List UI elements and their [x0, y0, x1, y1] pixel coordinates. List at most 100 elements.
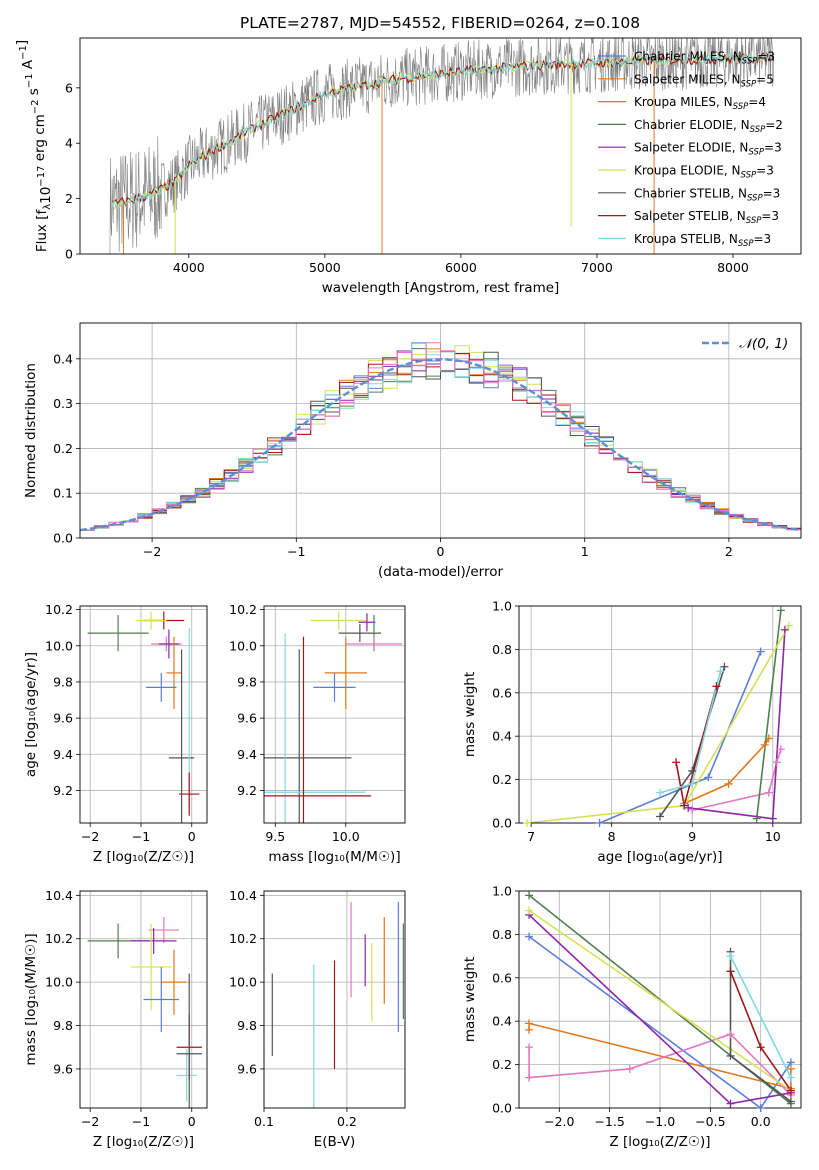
y-tick-label: 0.8	[492, 642, 512, 657]
axes-mass-vs-EBV: 0.1 0.2 9.6 9.8 10.0 10.2 10.4 E(B-V)	[229, 888, 406, 1150]
legend-entry: 𝒩(0, 1)	[739, 336, 788, 352]
series-marker	[776, 606, 785, 615]
y-tick-label: 9.8	[237, 674, 257, 689]
y-tick-label: 0.4	[492, 1014, 512, 1029]
series-marker	[525, 932, 534, 941]
series-marker	[720, 662, 729, 671]
x-tick-label: 10.0	[332, 829, 360, 844]
y-tick-label: 9.2	[237, 783, 257, 798]
plot-area	[80, 342, 801, 532]
y-tick-label: 9.6	[237, 711, 257, 726]
legend-entry: Chabrier ELODIE, NSSP=2	[634, 118, 783, 135]
y-tick-label: 9.8	[237, 1018, 257, 1033]
series-marker	[684, 803, 693, 812]
series-line	[528, 909, 792, 1092]
axes-spectrum: 4000 5000 6000 7000 8000 0 2 4 6 wavelength [Angs…	[14, 14, 802, 296]
series-marker	[776, 745, 785, 754]
axes-frame	[79, 890, 208, 1109]
series-marker	[726, 1051, 735, 1060]
x-axis-label: Z [log₁₀(Z/Z☉)]	[93, 849, 194, 865]
y-tick-label: 9.2	[53, 783, 73, 798]
series-marker	[688, 766, 697, 775]
y-tick-label: 10.0	[45, 975, 73, 990]
x-axis-label: age [log₁₀(age/yr)]	[597, 849, 722, 865]
plot-area	[271, 901, 404, 1108]
legend-entry: Salpeter MILES, NSSP=5	[634, 72, 774, 89]
x-tick-label: 5000	[309, 260, 341, 275]
y-tick-label: 0.4	[492, 729, 512, 744]
series-marker	[704, 773, 713, 782]
y-tick-label: 9.4	[53, 747, 73, 762]
axes-frame	[263, 605, 406, 824]
grid	[80, 891, 207, 1108]
plot-area	[527, 610, 790, 823]
x-tick-label: 7	[527, 829, 535, 844]
x-tick-label: 2	[725, 544, 733, 559]
x-axis-label: mass [log₁₀(M/M☉)]	[268, 849, 400, 865]
series-marker	[525, 1073, 534, 1082]
y-tick-label: 0.8	[492, 927, 512, 942]
legend-entry: Chabrier MILES, NSSP=3	[634, 50, 775, 67]
x-tick-label: −2	[143, 544, 161, 559]
series-marker	[786, 1064, 795, 1073]
series-marker	[756, 1043, 765, 1052]
series-marker	[525, 1043, 534, 1052]
model-kroupa-stelib	[112, 51, 774, 209]
chart-title: PLATE=2787, MJD=54552, FIBERID=0264, z=0…	[240, 14, 640, 32]
axes-massweight-vs-Z: −2.0 −1.5 −1.0 −0.5 0.0 0.0 0.2 0.4 0.6 0.8 1.0 Z […	[462, 884, 802, 1150]
series-marker	[688, 805, 697, 814]
x-tick-label: −1	[132, 829, 150, 844]
y-tick-label: 10.4	[229, 888, 257, 903]
y-tick-label: 0.2	[492, 772, 512, 787]
x-tick-label: 0.2	[337, 1114, 357, 1129]
y-tick-label: 10.2	[229, 602, 257, 617]
axes-frame	[79, 322, 802, 539]
plot-area	[87, 917, 202, 1108]
y-tick-label: 10.4	[45, 888, 73, 903]
series-marker	[525, 906, 534, 915]
y-axis-label: mass weight	[462, 672, 478, 757]
legend-entry: Chabrier STELIB, NSSP=3	[634, 186, 780, 203]
y-tick-label: 9.8	[53, 674, 73, 689]
x-axis-label: (data-model)/error	[378, 564, 504, 580]
axes-residuals: −2 −1 0 1 2 0.0 0.1 0.2 0.3 0.4 (data-model)/error…	[23, 322, 802, 580]
y-axis-label: Flux [fλ10−17 erg cm−2 s−1 A−1]	[14, 40, 54, 252]
x-tick-label: −1.0	[645, 1114, 675, 1129]
y-tick-label: 10.2	[229, 931, 257, 946]
y-tick-label: 0.0	[492, 816, 512, 831]
axes-age-vs-Z: −2 −1 0 9.2 9.4 9.6 9.8 10.0 10.2 Z [log₁₀(Z/Z☉)]…	[23, 602, 208, 865]
y-axis-label: age [log₁₀(age/yr)]	[23, 652, 39, 777]
x-tick-label: 10	[765, 829, 781, 844]
y-tick-label: 9.4	[237, 747, 257, 762]
series-marker	[752, 814, 761, 823]
series-marker	[656, 812, 664, 821]
y-tick-label: 1.0	[492, 599, 512, 614]
y-tick-label: 0	[65, 247, 73, 262]
series-marker	[756, 647, 765, 656]
axes-massweight-vs-age: 7 8 9 10 0.0 0.2 0.4 0.6 0.8 1.0 age [log₁₀(age/yr…	[462, 599, 802, 865]
y-tick-label: 1.0	[492, 884, 512, 899]
series-marker	[656, 788, 664, 797]
series-marker	[786, 1073, 795, 1082]
series-marker	[756, 1104, 765, 1112]
series-line	[527, 625, 790, 823]
x-tick-label: 8000	[717, 260, 749, 275]
y-tick-label: 0.3	[53, 396, 73, 411]
x-tick-label: 9.5	[265, 829, 285, 844]
x-axis-label: Z [log₁₀(Z/Z☉)]	[93, 1134, 194, 1150]
x-tick-label: 9	[688, 829, 696, 844]
legend-entry: Kroupa MILES, NSSP=4	[634, 95, 766, 112]
series-marker	[772, 758, 781, 767]
y-axis-label: Normed distribution	[23, 363, 39, 498]
series-line	[755, 610, 782, 819]
series-marker	[625, 1064, 634, 1073]
series-line	[528, 935, 792, 1108]
series-marker	[780, 625, 789, 634]
legend: Chabrier MILES, NSSP=3 Salpeter MILES, NS…	[598, 50, 783, 249]
y-tick-label: 9.6	[53, 711, 73, 726]
y-tick-label: 0.2	[53, 441, 73, 456]
plot-area	[87, 611, 200, 823]
series-marker	[764, 788, 773, 797]
x-tick-label: 8	[608, 829, 616, 844]
y-tick-label: 0.6	[492, 970, 512, 985]
